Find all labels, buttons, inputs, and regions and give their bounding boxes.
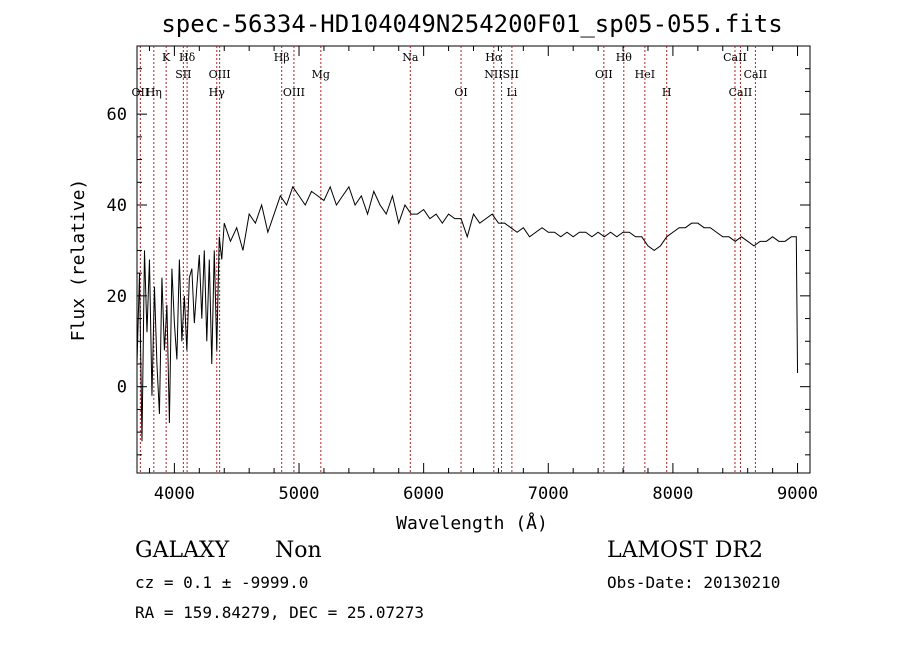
marker-label-17: HeI	[635, 68, 655, 81]
y-axis-label: Flux (relative)	[68, 179, 89, 342]
x-axis-ticks: 4000 5000 6000 7000 8000 9000	[148, 46, 818, 504]
marker-label-3: Hδ	[179, 51, 196, 64]
y-tick-label: 60	[107, 105, 127, 125]
spectrum-series-group	[136, 185, 799, 442]
marker-label-5: OIII	[209, 68, 231, 81]
y-tick-label: 40	[107, 196, 127, 216]
x-tick-label: 9000	[777, 484, 818, 504]
coordinates-text: RA = 159.84279, DEC = 25.07273	[135, 603, 424, 622]
marker-label-18: H	[662, 86, 672, 99]
marker-label-14: Li	[506, 86, 517, 99]
spectrum-series-0	[136, 185, 799, 442]
x-tick-label: 7000	[528, 484, 569, 504]
marker-label-12: Hα	[485, 51, 503, 64]
x-tick-label: 8000	[652, 484, 693, 504]
marker-label-10: Na	[402, 51, 419, 64]
marker-label-15: OII	[595, 68, 613, 81]
y-axis-ticks: 0 20 40 60	[107, 45, 810, 456]
marker-label-6: Hγ	[209, 86, 226, 99]
marker-label-8: Mg	[312, 68, 330, 81]
object-class: GALAXY	[135, 538, 230, 563]
marker-label-9: OIII	[283, 86, 305, 99]
survey-name: LAMOST DR2	[607, 538, 763, 563]
marker-label-2: K	[162, 51, 171, 64]
y-tick-label: 20	[107, 287, 127, 307]
marker-label-16: Hθ	[616, 51, 633, 64]
marker-label-13: NIISII	[484, 68, 519, 81]
x-tick-label: 4000	[154, 484, 195, 504]
marker-label-19: CaII	[723, 51, 747, 64]
marker-label-0: OII	[132, 86, 150, 99]
object-subclass: Non	[275, 538, 322, 563]
marker-label-4: SII	[175, 68, 191, 81]
x-axis-label: Wavelength (Å)	[396, 512, 548, 534]
obs-date-text: Obs-Date: 20130210	[607, 573, 781, 592]
marker-label-20: CaII	[744, 68, 768, 81]
x-tick-label: 5000	[279, 484, 320, 504]
marker-label-11: OI	[454, 86, 467, 99]
redshift-text: cz = 0.1 ± -9999.0	[135, 573, 309, 592]
plot-frame	[136, 45, 811, 474]
chart-title: spec-56334-HD104049N254200F01_sp05-055.f…	[161, 10, 782, 38]
emission-line-markers	[139, 46, 756, 473]
marker-label-1: Hη	[146, 86, 162, 99]
y-tick-label: 0	[117, 378, 127, 398]
marker-label-7: Hβ	[274, 51, 290, 64]
marker-label-21: CaII	[729, 86, 753, 99]
x-tick-label: 6000	[403, 484, 444, 504]
